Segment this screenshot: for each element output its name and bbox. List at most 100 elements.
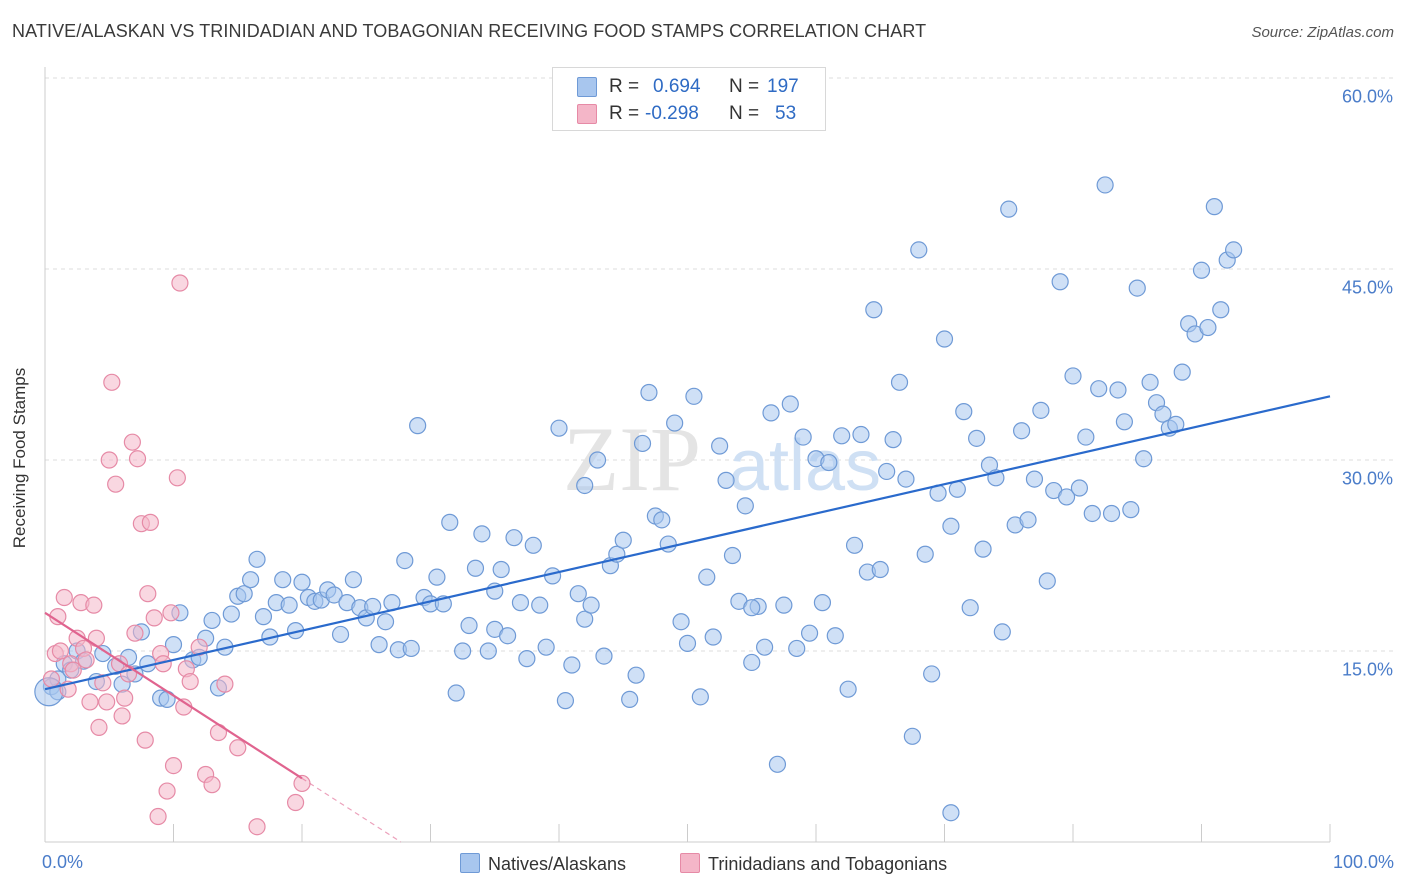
data-point-native: [582, 596, 600, 614]
legend-n-label: N =: [729, 103, 760, 124]
data-point-trinidadian: [77, 651, 95, 669]
data-point-trinidadian: [100, 451, 118, 469]
data-point-trinidadian: [98, 693, 116, 711]
data-point-native: [1199, 318, 1217, 337]
data-point-native: [511, 594, 530, 612]
data-point-trinidadian: [128, 450, 147, 468]
data-point-trinidadian: [149, 807, 167, 826]
data-point-native: [235, 585, 253, 603]
data-point-native: [653, 511, 671, 529]
data-point-native: [1012, 422, 1031, 440]
data-point-trinidadian: [51, 642, 70, 660]
data-point-trinidadian: [164, 756, 183, 775]
data-point-native: [955, 403, 973, 421]
data-point-native: [479, 642, 497, 660]
y-tick-label: 15.0%: [1341, 659, 1393, 680]
legend-swatch-blue: [460, 853, 480, 873]
data-point-native: [569, 585, 587, 603]
data-point-native: [280, 596, 298, 614]
data-point-native: [466, 559, 485, 577]
data-point-native: [717, 471, 735, 489]
data-point-native: [711, 437, 729, 455]
legend-item-natives: Natives/Alaskans: [460, 853, 626, 875]
data-point-native: [775, 596, 793, 614]
data-point-native: [1070, 479, 1089, 497]
data-point-native: [666, 414, 684, 432]
legend: R = 0.694 N = 197 R = -0.298 N = 53: [552, 67, 826, 131]
data-point-native: [460, 616, 478, 635]
data-point-native: [1122, 501, 1140, 519]
data-point-native: [524, 536, 542, 554]
data-point-trinidadian: [64, 661, 82, 679]
data-point-native: [820, 453, 838, 472]
data-point-native: [563, 656, 581, 674]
data-point-native: [331, 625, 350, 644]
data-point-trinidadian: [81, 693, 99, 711]
y-axis-label: Receiving Food Stamps: [10, 367, 29, 549]
data-point-native: [640, 383, 658, 402]
legend-n-value: 53: [775, 103, 797, 124]
data-point-native: [698, 568, 716, 586]
data-point-native: [274, 571, 292, 589]
legend-n-label: N =: [729, 76, 760, 97]
data-point-native: [704, 628, 722, 646]
data-point-trinidadian: [286, 793, 305, 812]
data-point-native: [833, 427, 851, 445]
data-point-trinidadian: [203, 776, 221, 794]
data-point-trinidadian: [145, 609, 163, 627]
legend-label: Trinidadians and Tobagonians: [708, 854, 948, 874]
data-point-native: [974, 540, 992, 558]
y-tick-label: 60.0%: [1341, 86, 1393, 107]
data-point-native: [903, 727, 921, 745]
data-point-native: [736, 497, 754, 515]
data-point-native: [813, 594, 832, 612]
data-point-native: [897, 470, 915, 488]
data-point-native: [428, 568, 446, 586]
data-point-native: [723, 546, 742, 565]
axes: [44, 67, 1331, 843]
data-point-native: [923, 665, 941, 683]
data-point-native: [203, 611, 221, 630]
data-point-native: [1077, 428, 1095, 446]
data-point-trinidadian: [141, 513, 159, 531]
data-point-native: [685, 387, 703, 405]
data-point-native: [325, 586, 343, 604]
data-point-trinidadian: [229, 739, 247, 757]
data-point-native: [1090, 380, 1108, 398]
data-point-native: [1025, 470, 1044, 488]
data-point-native: [826, 627, 844, 645]
legend-r-label: R =: [609, 103, 640, 124]
data-point-native: [537, 638, 555, 656]
trend-line-natives: [44, 395, 1331, 691]
data-point-trinidadian: [126, 624, 144, 642]
legend-r-label: R =: [609, 76, 640, 97]
data-point-native: [518, 650, 536, 668]
data-point-native: [1154, 405, 1172, 423]
chart-title: NATIVE/ALASKAN VS TRINIDADIAN AND TOBAGO…: [12, 21, 927, 41]
data-point-native: [473, 525, 491, 543]
data-point-native: [1102, 504, 1121, 523]
data-point-native: [935, 330, 954, 348]
data-point-native: [916, 545, 934, 563]
data-point-native: [878, 462, 896, 481]
data-point-native: [164, 636, 183, 654]
legend-swatch-pink: [577, 104, 597, 124]
data-point-native: [1225, 241, 1243, 259]
data-point-native: [755, 638, 774, 656]
data-point-native: [1192, 261, 1211, 279]
data-point-native: [942, 517, 960, 535]
data-point-native: [948, 480, 966, 498]
data-point-native: [961, 599, 979, 617]
data-point-native: [890, 373, 909, 391]
data-point-trinidadian: [94, 674, 112, 692]
legend-label: Natives/Alaskans: [488, 854, 627, 874]
data-point-native: [678, 634, 697, 652]
data-point-native: [743, 653, 761, 672]
data-point-native: [852, 425, 870, 444]
legend-item-trinidadians: Trinidadians and Tobagonians: [680, 853, 947, 875]
data-point-native: [447, 684, 465, 702]
data-point-native: [94, 644, 112, 663]
data-point-trinidadian: [42, 670, 61, 688]
data-point-native: [1109, 381, 1127, 399]
data-point-native: [794, 428, 812, 446]
